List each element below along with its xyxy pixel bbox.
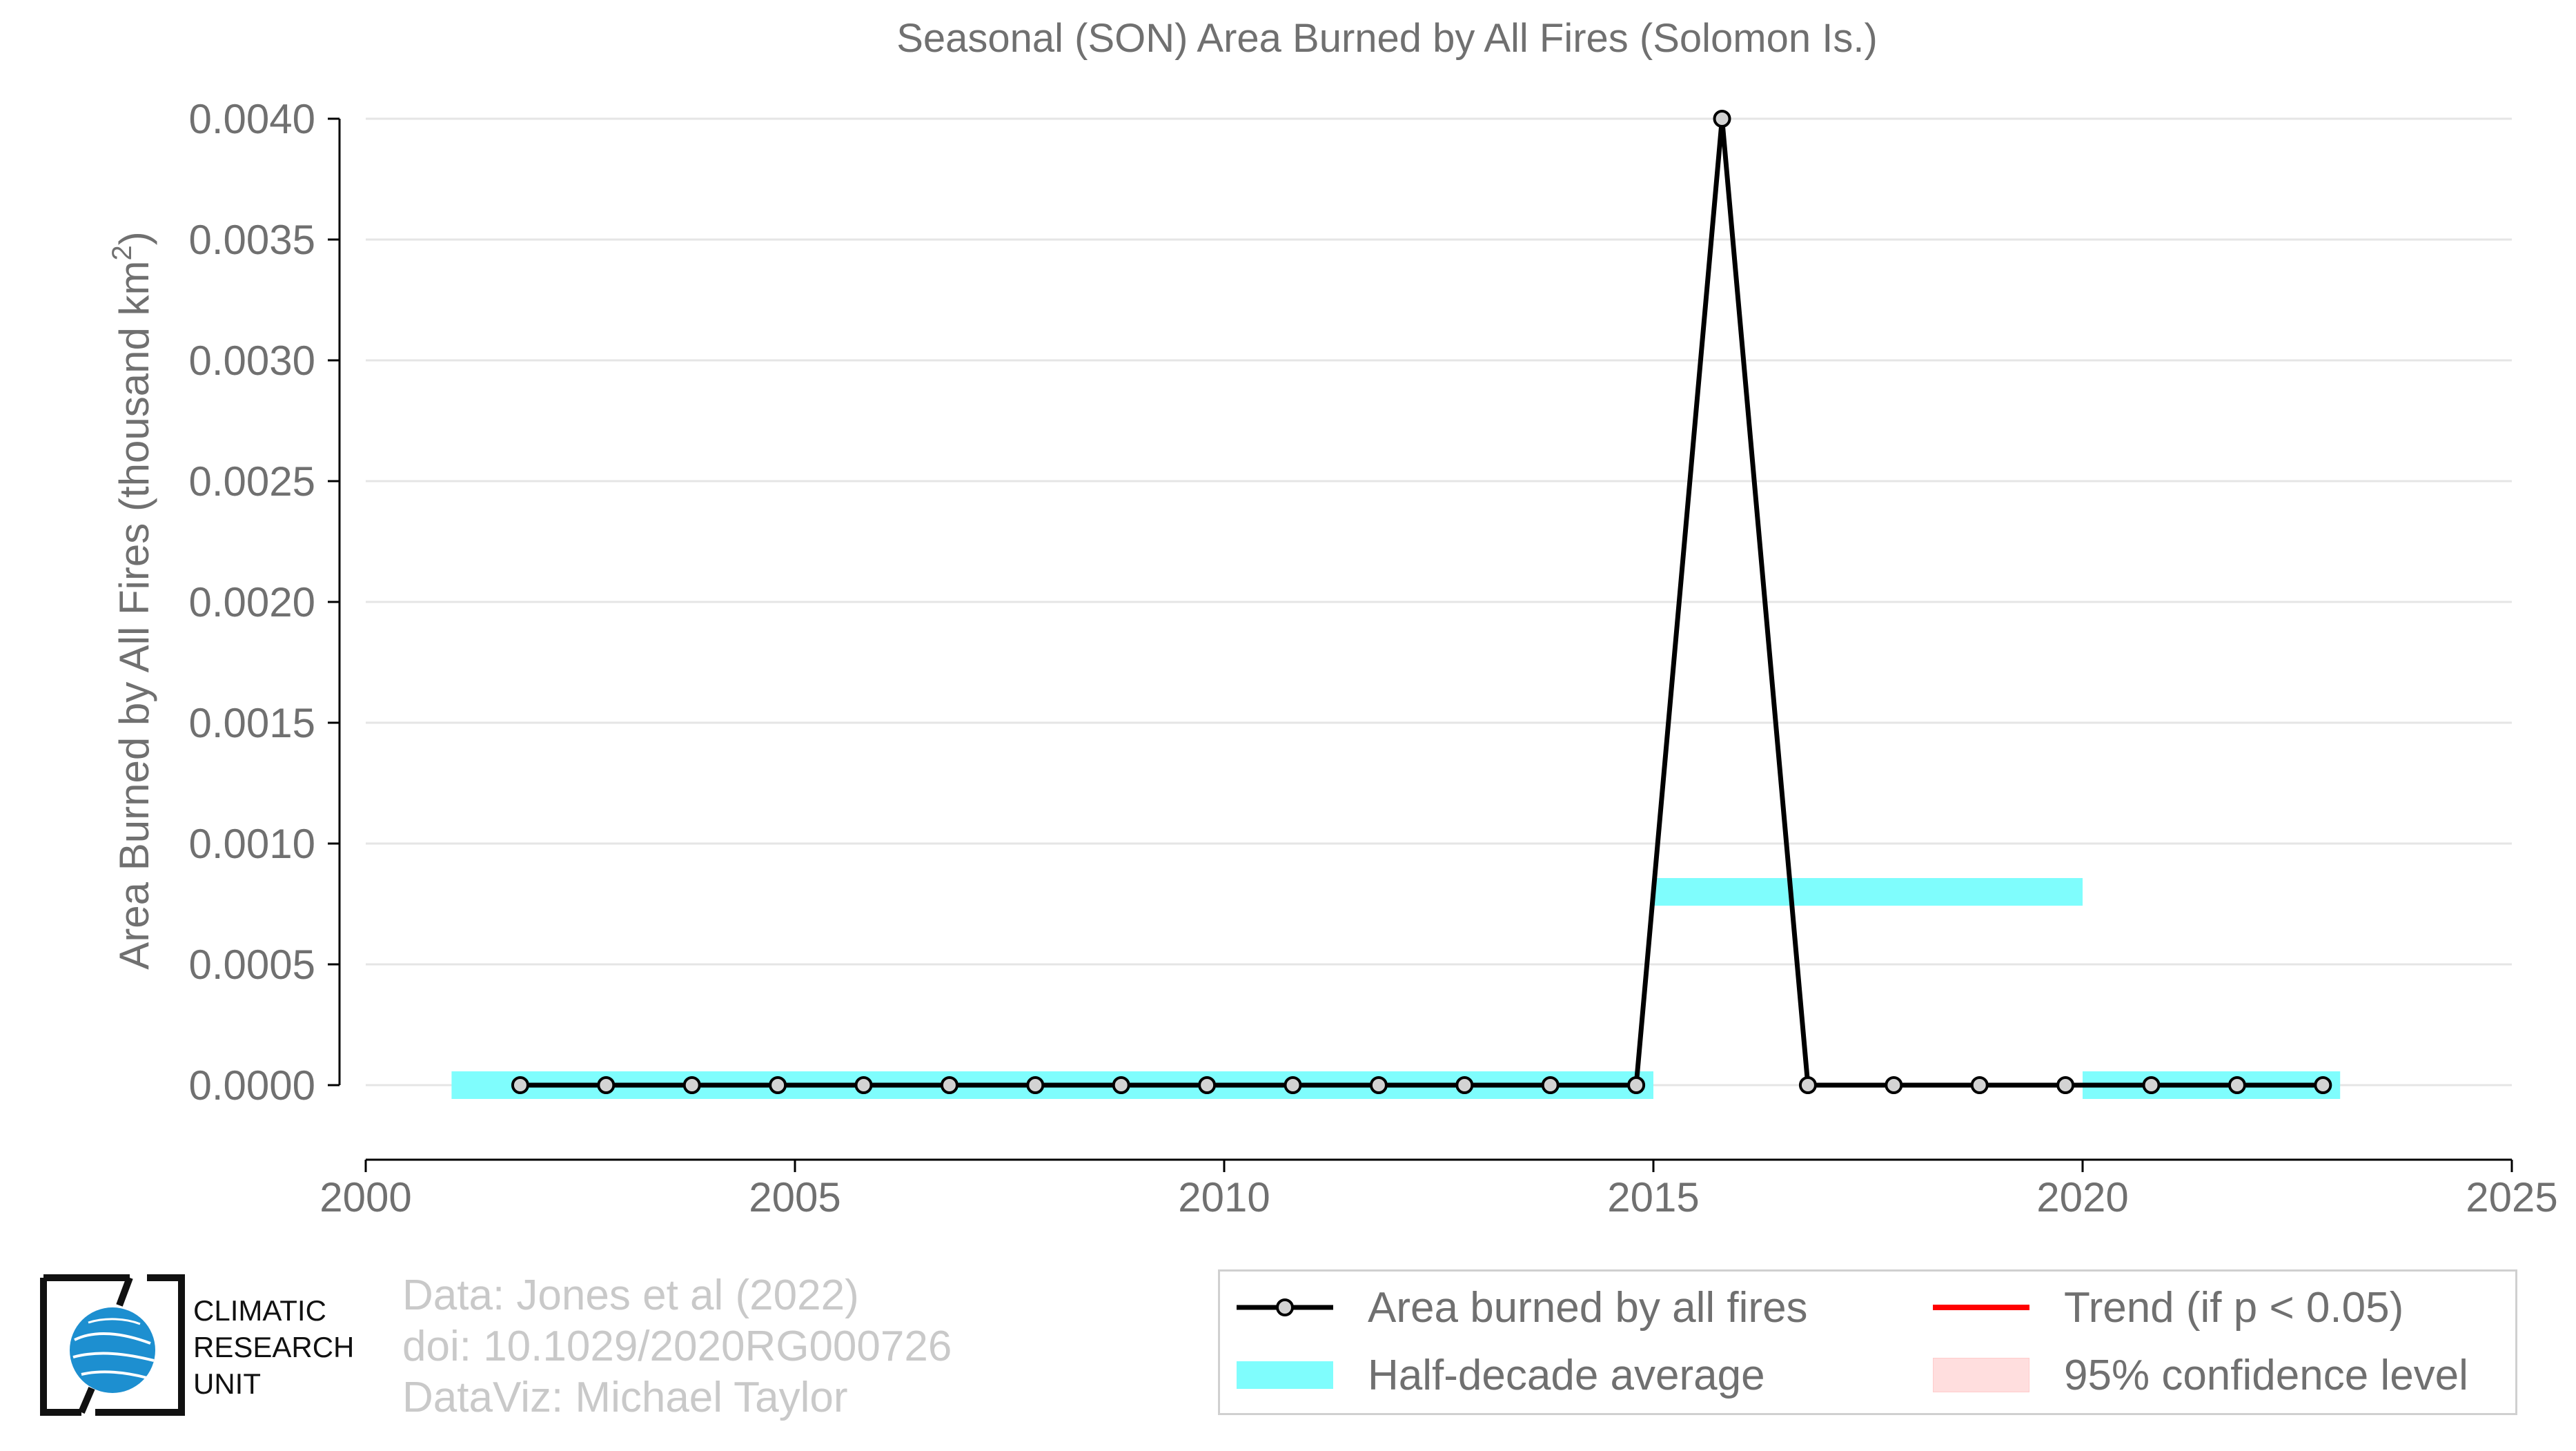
chart: Seasonal (SON) Area Burned by All Fires … (107, 16, 2558, 1220)
logo-slash-top (116, 1276, 133, 1307)
x-tick-label: 2025 (2466, 1174, 2557, 1220)
y-axis-label: Area Burned by All Fires (thousand km2) (107, 231, 157, 969)
legend-line-icon (1933, 1305, 2029, 1310)
x-tick-label: 2000 (319, 1174, 411, 1220)
data-point (1284, 1076, 1302, 1094)
credits: Data: Jones et al (2022) doi: 10.1029/20… (402, 1270, 952, 1423)
credit-line: Data: Jones et al (2022) (402, 1272, 859, 1319)
data-point (854, 1076, 873, 1094)
data-point (1026, 1076, 1045, 1094)
area-burned-series (511, 110, 2332, 1094)
data-point (1970, 1076, 1989, 1094)
half-decade-average-bar (1653, 878, 2083, 906)
y-tick-label: 0.0040 (188, 96, 315, 142)
x-tick-label: 2010 (1178, 1174, 1270, 1220)
data-point (769, 1076, 787, 1094)
x-tick-label: 2015 (1607, 1174, 1699, 1220)
legend-item-area-burned: Area burned by all fires (1237, 1280, 1808, 1335)
cru-logo (40, 1274, 185, 1416)
credit-line: DataViz: Michael Taylor (402, 1374, 848, 1421)
y-axis-label-close: ) (111, 231, 157, 245)
globe-icon (70, 1307, 155, 1393)
legend-patch-icon (1237, 1361, 1333, 1389)
y-tick-label: 0.0020 (188, 579, 315, 625)
legend-label: Area burned by all fires (1368, 1283, 1808, 1332)
legend: Area burned by all fires Trend (if p < 0… (1218, 1269, 2517, 1415)
y-axis-label-main: Area Burned by All Fires (thousand km (111, 261, 157, 970)
y-axis-label-sup: 2 (107, 245, 137, 260)
credit-line: doi: 10.1029/2020RG000726 (402, 1323, 952, 1370)
x-tick-label: 2020 (2036, 1174, 2128, 1220)
grid (366, 117, 2512, 1087)
legend-patch-icon (1933, 1358, 2029, 1392)
data-point (1713, 110, 1731, 128)
y-ticks: 0.0000 0.0005 0.0010 0.0015 0.0020 0.0025 0.00… (188, 96, 340, 1109)
logo-text: CLIMATIC RESEARCH UNIT (193, 1292, 354, 1402)
x-ticks: 2000 2005 2010 2015 2020 2025 (319, 1160, 2558, 1220)
y-tick-label: 0.0030 (188, 338, 315, 384)
y-tick-label: 0.0015 (188, 700, 315, 746)
legend-item-half-decade: Half-decade average (1237, 1347, 1765, 1403)
half-decade-averages (451, 878, 2341, 1099)
data-point (2056, 1076, 2075, 1094)
logo-line: UNIT (193, 1367, 261, 1400)
data-point (1885, 1076, 1903, 1094)
y-tick-label: 0.0000 (188, 1062, 315, 1109)
logo-line: CLIMATIC (193, 1294, 326, 1327)
axes (338, 119, 2512, 1161)
data-point (1369, 1076, 1388, 1094)
data-point (940, 1076, 958, 1094)
data-point (1112, 1076, 1130, 1094)
legend-label: Half-decade average (1368, 1351, 1765, 1399)
legend-label: Trend (if p < 0.05) (2064, 1283, 2404, 1332)
x-tick-label: 2005 (749, 1174, 840, 1220)
y-tick-label: 0.0010 (188, 821, 315, 867)
data-point (1455, 1076, 1474, 1094)
y-tick-label: 0.0025 (188, 458, 315, 505)
logo-frame (40, 1274, 185, 1416)
data-point (1541, 1076, 1560, 1094)
y-tick-label: 0.0035 (188, 217, 315, 263)
series-line (520, 116, 2323, 1088)
data-point (597, 1076, 616, 1094)
chart-title: Seasonal (SON) Area Burned by All Fires … (896, 16, 1878, 61)
data-point (1798, 1076, 1817, 1094)
data-point (2228, 1076, 2246, 1094)
legend-item-trend: Trend (if p < 0.05) (1933, 1280, 2403, 1335)
data-point (682, 1076, 701, 1094)
logo-slash-bottom (78, 1387, 95, 1414)
legend-line-marker-icon (1237, 1298, 1333, 1316)
legend-item-confidence: 95% confidence level (1933, 1347, 2468, 1403)
legend-label: 95% confidence level (2064, 1351, 2468, 1399)
data-point (2142, 1076, 2161, 1094)
data-point (1627, 1076, 1646, 1094)
logo-line: RESEARCH (193, 1331, 355, 1363)
data-point (2314, 1076, 2332, 1094)
data-point (511, 1076, 529, 1094)
data-point (1198, 1076, 1217, 1094)
y-tick-label: 0.0005 (188, 942, 315, 988)
